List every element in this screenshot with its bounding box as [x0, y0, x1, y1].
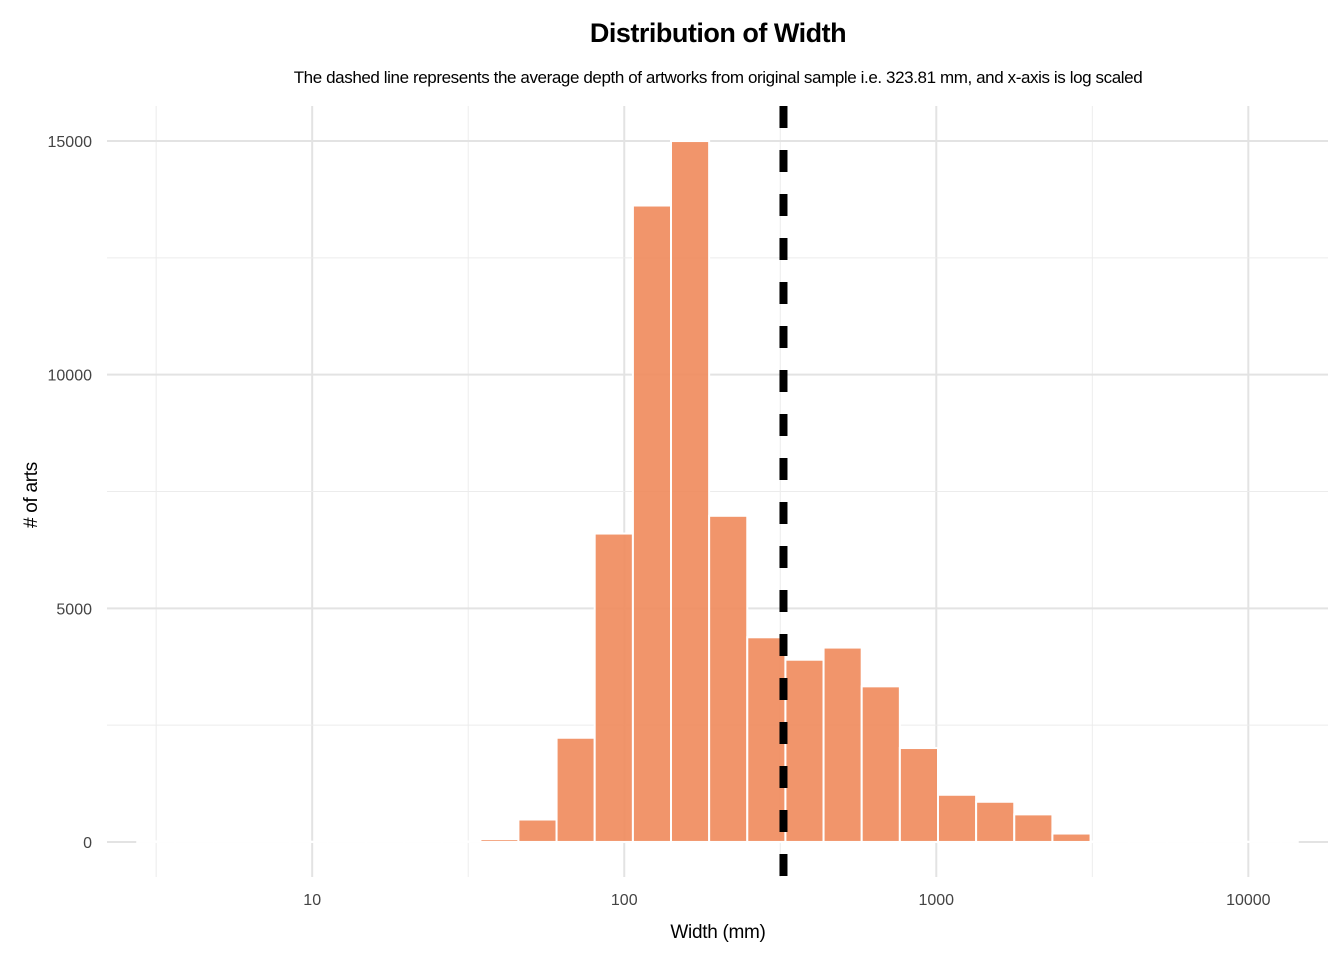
bars: [136, 140, 1299, 843]
histogram-bar: [555, 736, 596, 843]
histogram-bar: [936, 793, 978, 843]
histogram-bar: [708, 514, 749, 843]
histogram-bar: [1013, 813, 1054, 843]
histogram-bar: [822, 646, 863, 843]
chart-subtitle: The dashed line represents the average d…: [294, 68, 1143, 87]
x-axis-title: Width (mm): [670, 922, 765, 943]
histogram-bar: [670, 140, 711, 843]
histogram-bar: [1051, 832, 1092, 843]
y-tick-label: 5000: [56, 601, 92, 618]
histogram-bar: [631, 204, 673, 843]
x-tick-label: 10: [303, 892, 321, 909]
y-tick-label: 10000: [48, 368, 93, 385]
chart-title: Distribution of Width: [590, 18, 846, 48]
histogram-bar: [860, 685, 901, 843]
histogram-bar: [479, 838, 520, 843]
x-tick-label: 1000: [918, 892, 954, 909]
histogram-bar: [593, 532, 634, 843]
y-axis-title: # of arts: [21, 462, 42, 528]
y-tick-label: 15000: [48, 134, 93, 151]
histogram-bar: [784, 658, 825, 843]
x-tick-label: 10000: [1226, 892, 1271, 909]
y-tick-label: 0: [83, 835, 92, 852]
histogram-bar: [898, 747, 939, 843]
y-axis-ticks: 0 5000 10000 15000: [48, 134, 93, 852]
histogram-bar: [746, 636, 787, 843]
x-axis-ticks: 10 100 1000 10000: [303, 892, 1270, 909]
histogram-bar: [975, 800, 1016, 843]
x-tick-label: 100: [611, 892, 638, 909]
histogram-bar: [517, 818, 558, 843]
